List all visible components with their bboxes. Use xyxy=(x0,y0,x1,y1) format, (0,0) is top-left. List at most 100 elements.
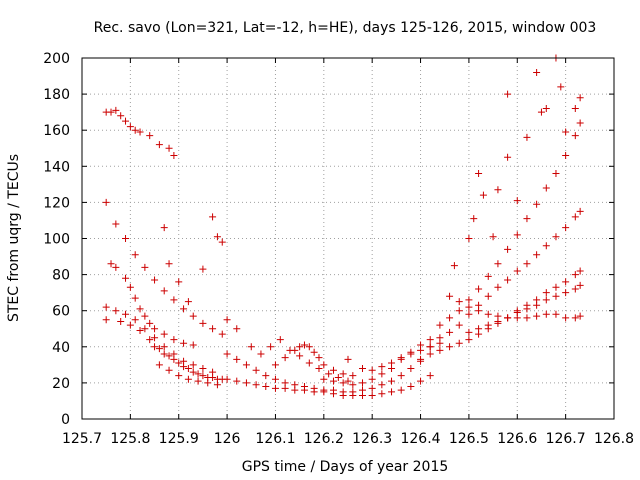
data-point xyxy=(310,348,318,356)
data-point xyxy=(262,383,270,391)
data-point xyxy=(199,265,207,273)
data-point xyxy=(300,383,308,391)
data-point xyxy=(112,307,120,315)
data-point xyxy=(349,372,357,380)
grid-layer xyxy=(82,58,614,419)
data-point xyxy=(126,321,134,329)
data-point xyxy=(180,363,188,371)
data-point xyxy=(136,128,144,136)
data-point xyxy=(542,242,550,250)
data-point xyxy=(136,327,144,335)
y-tick-label: 180 xyxy=(43,87,70,103)
data-point xyxy=(223,316,231,324)
data-point xyxy=(112,106,120,114)
data-point xyxy=(576,281,584,289)
data-point xyxy=(131,126,139,134)
data-point xyxy=(131,316,139,324)
data-point xyxy=(479,191,487,199)
data-point xyxy=(170,336,178,344)
plot-frame xyxy=(81,57,615,420)
data-point xyxy=(542,310,550,318)
x-tick-label: 126 xyxy=(214,431,241,447)
data-point xyxy=(533,301,541,309)
data-point xyxy=(199,364,207,372)
data-point xyxy=(533,200,541,208)
data-point xyxy=(122,274,130,282)
data-point xyxy=(576,312,584,320)
y-tick-label: 100 xyxy=(43,232,70,248)
data-point xyxy=(388,377,396,385)
data-point xyxy=(131,251,139,259)
data-point xyxy=(465,328,473,336)
data-point xyxy=(552,310,560,318)
data-point xyxy=(339,379,347,387)
data-point xyxy=(504,276,512,284)
data-point xyxy=(305,343,313,351)
data-point xyxy=(175,372,183,380)
data-point xyxy=(329,366,337,374)
data-point xyxy=(455,307,463,315)
data-point xyxy=(426,343,434,351)
data-point xyxy=(504,90,512,98)
data-point xyxy=(291,346,299,354)
data-point xyxy=(122,235,130,242)
data-point xyxy=(465,235,473,242)
data-point xyxy=(199,372,207,380)
data-point xyxy=(329,377,337,385)
data-point xyxy=(310,384,318,392)
y-tick-label: 60 xyxy=(52,304,70,320)
data-point xyxy=(417,377,425,385)
data-point xyxy=(160,350,168,358)
data-point xyxy=(446,343,454,351)
y-tick-label: 200 xyxy=(43,51,70,67)
data-point xyxy=(523,133,531,141)
data-point xyxy=(146,319,154,327)
data-point xyxy=(151,343,159,351)
data-point xyxy=(378,381,386,389)
y-tick-label: 120 xyxy=(43,195,70,211)
data-point xyxy=(407,350,415,358)
data-point xyxy=(233,325,241,333)
data-point xyxy=(151,276,159,284)
data-point xyxy=(504,153,512,161)
data-point xyxy=(320,375,328,383)
x-tick-label: 126.3 xyxy=(352,431,392,447)
data-point xyxy=(513,267,521,275)
data-point xyxy=(209,213,217,221)
tick-layer: 125.7 125.8 125.9 126 126.1 126.2 126.3 126.4 12… xyxy=(43,51,634,447)
y-tick-label: 40 xyxy=(52,340,70,356)
data-point xyxy=(562,278,570,286)
data-point xyxy=(242,379,250,387)
data-point xyxy=(271,384,279,392)
data-point xyxy=(494,260,502,268)
data-point xyxy=(117,112,125,120)
data-point xyxy=(209,325,217,333)
data-point xyxy=(315,364,323,372)
data-point xyxy=(349,381,357,389)
data-point xyxy=(102,198,110,206)
data-point xyxy=(213,381,221,389)
data-point xyxy=(320,361,328,369)
y-tick-label: 140 xyxy=(43,159,70,175)
data-point xyxy=(446,314,454,322)
data-point xyxy=(455,298,463,306)
data-point xyxy=(218,238,226,246)
data-point xyxy=(180,339,188,347)
data-point xyxy=(160,287,168,295)
data-point xyxy=(300,341,308,349)
data-point xyxy=(576,94,584,102)
data-point xyxy=(407,383,415,391)
data-point xyxy=(334,373,342,381)
data-point xyxy=(151,334,159,342)
data-point xyxy=(513,231,521,239)
data-point xyxy=(281,379,289,387)
data-point xyxy=(533,68,541,76)
data-point xyxy=(494,283,502,291)
data-point xyxy=(218,330,226,338)
data-point xyxy=(513,309,521,317)
y-axis-label: STEC from uqrg / TECUs xyxy=(6,154,22,322)
data-point xyxy=(571,132,579,140)
data-point xyxy=(436,334,444,342)
data-point xyxy=(455,321,463,329)
data-point xyxy=(213,233,221,241)
